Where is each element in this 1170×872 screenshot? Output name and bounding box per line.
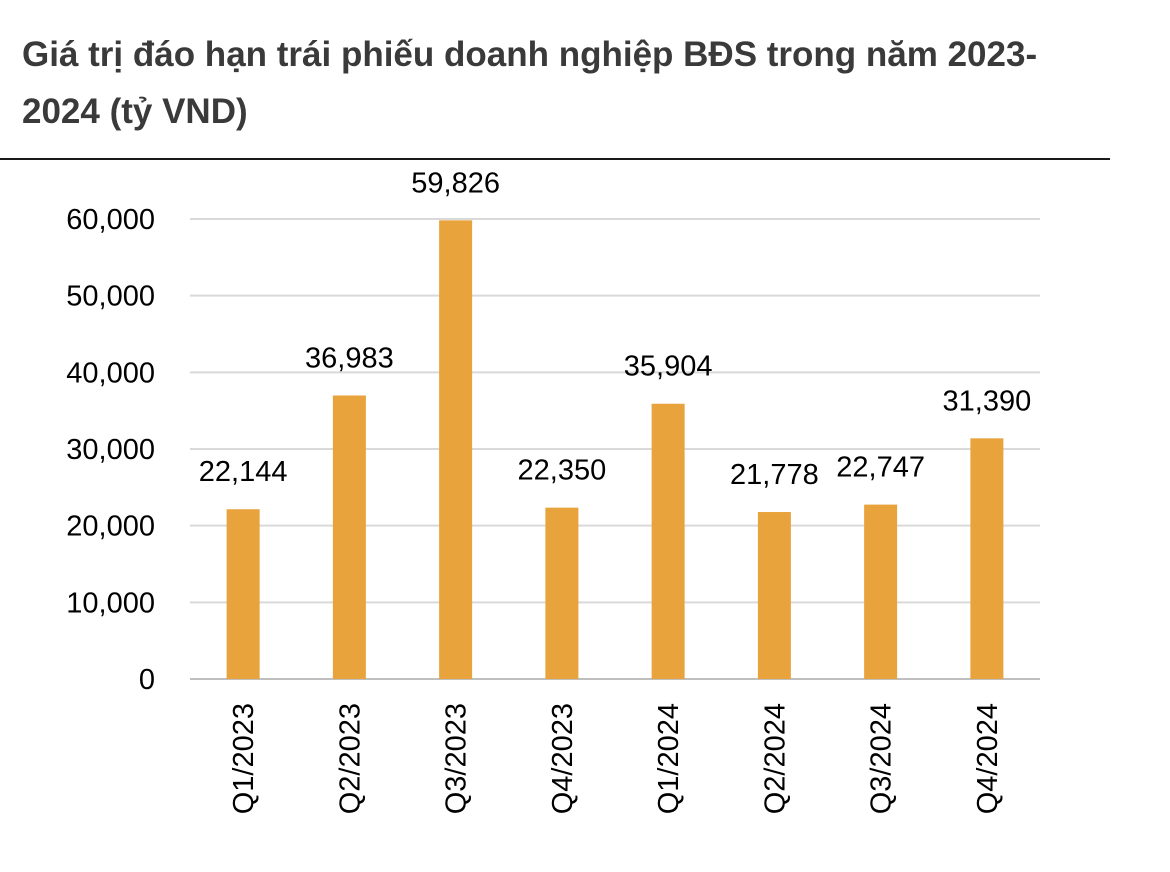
x-tick-label: Q2/2024 xyxy=(759,703,791,814)
data-label: 21,778 xyxy=(730,459,819,491)
x-tick-label: Q1/2023 xyxy=(228,703,260,814)
y-tick-label: 10,000 xyxy=(66,587,155,619)
x-tick-label: Q3/2024 xyxy=(866,703,898,814)
data-label: 22,747 xyxy=(836,452,925,484)
x-axis: Q1/2023 Q2/2023 Q3/2023 Q4/2023 Q1/2024 Q2/20… xyxy=(228,703,1004,814)
data-label: 22,144 xyxy=(199,456,288,488)
y-tick-label: 60,000 xyxy=(66,204,155,236)
x-tick-label: Q1/2024 xyxy=(653,703,685,814)
title-divider xyxy=(0,158,1110,160)
y-axis: 0 10,000 20,000 30,000 40,000 50,000 60,000 xyxy=(66,204,155,696)
bar xyxy=(545,507,579,679)
bars xyxy=(226,220,1004,680)
chart-title: Giá trị đáo hạn trái phiếu doanh nghiệp … xyxy=(22,35,1038,131)
bar xyxy=(970,438,1004,679)
y-tick-label: 0 xyxy=(139,664,155,696)
x-tick-label: Q3/2023 xyxy=(441,703,473,814)
data-label: 59,826 xyxy=(411,167,500,199)
x-tick-label: Q2/2023 xyxy=(334,703,366,814)
bar xyxy=(226,509,260,679)
y-tick-label: 50,000 xyxy=(66,281,155,313)
y-tick-label: 30,000 xyxy=(66,434,155,466)
gridlines xyxy=(190,218,1040,680)
x-tick-label: Q4/2023 xyxy=(547,703,579,814)
bar xyxy=(332,395,366,679)
y-tick-label: 20,000 xyxy=(66,511,155,543)
bar xyxy=(864,504,898,679)
y-tick-label: 40,000 xyxy=(66,357,155,389)
data-label: 31,390 xyxy=(943,385,1032,417)
bar xyxy=(651,403,685,679)
x-tick-label: Q4/2024 xyxy=(972,703,1004,814)
data-label: 22,350 xyxy=(518,455,607,487)
bar xyxy=(757,512,791,679)
data-label: 35,904 xyxy=(624,351,713,383)
data-label: 36,983 xyxy=(305,342,394,374)
data-labels: 22,144 36,983 59,826 22,350 35,904 21,778 22,7… xyxy=(199,167,1031,491)
bar xyxy=(439,220,473,680)
